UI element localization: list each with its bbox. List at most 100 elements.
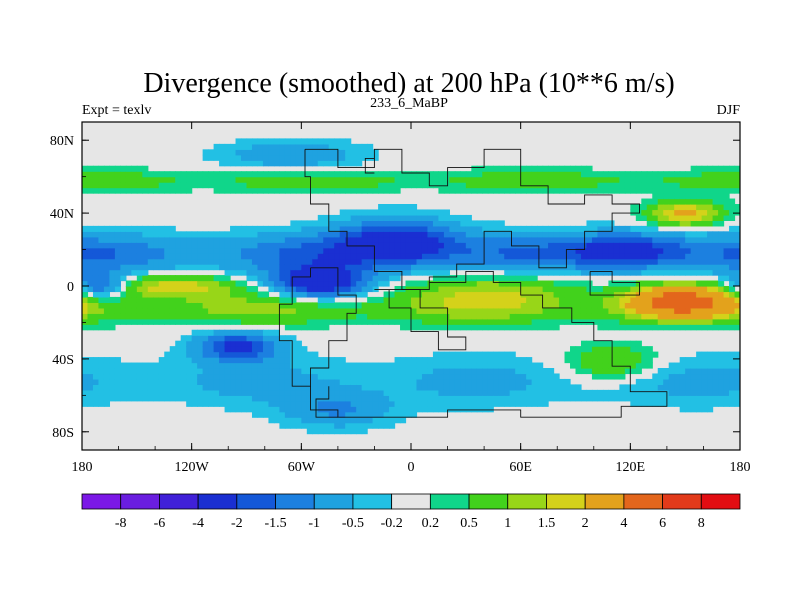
field-cell <box>208 351 215 358</box>
field-cell <box>273 373 280 380</box>
field-cell <box>328 417 335 424</box>
field-cell <box>345 307 352 314</box>
field-cell <box>82 176 89 183</box>
field-cell <box>498 176 505 183</box>
field-cell <box>476 280 483 287</box>
subtitle-left: Expt = texlv <box>82 103 151 118</box>
field-cell <box>449 362 456 369</box>
field-cell <box>707 198 714 205</box>
field-cell <box>570 357 577 364</box>
field-cell <box>723 269 730 276</box>
field-cell <box>471 357 478 364</box>
field-cell <box>295 286 302 293</box>
field-cell <box>158 258 165 265</box>
field-cell <box>679 357 686 364</box>
field-cell <box>630 269 637 276</box>
field-cell <box>378 242 385 249</box>
field-cell <box>570 313 577 320</box>
field-cell <box>268 417 275 424</box>
field-cell <box>290 291 297 298</box>
field-cell <box>520 269 527 276</box>
field-cell <box>685 324 692 331</box>
field-cell <box>312 384 319 391</box>
field-cell <box>608 373 615 380</box>
field-cell <box>383 400 390 407</box>
field-cell <box>301 373 308 380</box>
field-cell <box>202 280 209 287</box>
field-cell <box>82 302 89 309</box>
field-cell <box>235 406 242 413</box>
field-cell <box>257 231 264 238</box>
field-cell <box>92 291 100 298</box>
field-cell <box>191 302 198 309</box>
field-cell <box>537 231 544 238</box>
field-cell <box>142 242 149 249</box>
field-cell <box>241 335 248 342</box>
field-cell <box>674 384 681 391</box>
field-cell <box>487 368 494 375</box>
field-cell <box>613 231 620 238</box>
field-cell <box>405 225 412 232</box>
field-cell <box>235 351 242 358</box>
field-cell <box>164 280 171 287</box>
field-cell <box>520 253 527 260</box>
field-cell <box>306 231 313 238</box>
field-cell <box>301 225 308 232</box>
field-cell <box>674 291 681 298</box>
field-cell <box>241 280 248 287</box>
field-cell <box>361 406 368 413</box>
field-cell <box>82 269 89 276</box>
field-cell <box>559 286 566 293</box>
field-cell <box>482 389 489 396</box>
field-cell <box>657 384 664 391</box>
field-cell <box>306 378 313 385</box>
field-cell <box>630 231 637 238</box>
field-cell <box>427 264 434 271</box>
field-cell <box>295 389 302 396</box>
field-cell <box>646 395 653 402</box>
field-cell <box>597 225 604 232</box>
field-cell <box>718 220 725 227</box>
field-cell <box>383 258 390 265</box>
field-cell <box>295 307 302 314</box>
field-cell <box>432 291 440 298</box>
field-cell <box>701 296 708 303</box>
field-cell <box>383 384 390 391</box>
field-cell <box>120 225 127 232</box>
field-cell <box>421 362 429 369</box>
field-cell <box>197 280 204 287</box>
field-cell <box>559 291 566 298</box>
field-cell <box>580 389 588 396</box>
field-cell <box>509 291 516 298</box>
field-cell <box>246 171 253 178</box>
field-cell <box>608 231 615 238</box>
field-cell <box>317 154 324 161</box>
field-cell <box>400 209 407 216</box>
field-cell <box>465 258 472 265</box>
field-cell <box>306 187 313 194</box>
field-cell <box>356 231 363 238</box>
field-cell <box>284 307 291 314</box>
field-cell <box>158 182 165 189</box>
field-cell <box>679 198 686 205</box>
field-cell <box>378 395 385 402</box>
field-cell <box>548 225 555 232</box>
field-cell <box>383 171 390 178</box>
field-cell <box>317 182 324 189</box>
field-cell <box>471 296 478 303</box>
field-cell <box>147 302 154 309</box>
field-cell <box>241 269 248 276</box>
field-cell <box>674 236 681 243</box>
field-cell <box>213 176 220 183</box>
field-cell <box>712 400 719 407</box>
field-cell <box>334 231 341 238</box>
field-cell <box>312 182 319 189</box>
field-cell <box>82 236 89 243</box>
field-cell <box>734 242 740 249</box>
field-cell <box>323 307 330 314</box>
field-cell <box>586 368 593 375</box>
field-cell <box>602 389 609 396</box>
field-cell <box>679 209 686 216</box>
field-cell <box>537 373 544 380</box>
field-cell <box>153 280 160 287</box>
